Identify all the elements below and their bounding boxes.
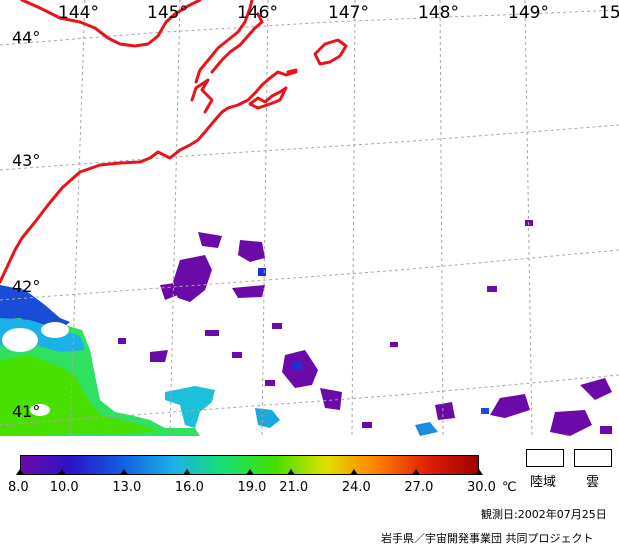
- lon-label-145: 145°: [147, 3, 188, 23]
- sst-patch-purple-13: [487, 286, 497, 292]
- colorbar-tick-label: 27.0: [404, 480, 434, 495]
- colorbar-unit: ℃: [502, 480, 517, 495]
- sst-patch-purple-5: [232, 285, 265, 298]
- colorbar-tick-mark: [16, 469, 24, 475]
- colorbar-tick-mark: [412, 469, 421, 475]
- sst-patch-purple-18: [118, 338, 126, 344]
- lon-line-148: [439, 0, 444, 436]
- sst-patch-purple-7: [490, 394, 530, 418]
- colorbar-tick-mark: [120, 469, 129, 475]
- sst-patch-blue-3: [258, 268, 266, 276]
- lat-line-42: [0, 249, 619, 301]
- sst-patch-center-cyan-2: [255, 408, 280, 428]
- coast-island-east: [313, 38, 348, 66]
- sst-patch-purple-16: [205, 330, 219, 336]
- sst-patch-purple-10: [435, 402, 455, 420]
- sst-patch-purple-22: [362, 422, 372, 428]
- lat-label-44: 44°: [12, 28, 41, 47]
- sst-patch-purple-9: [580, 378, 612, 400]
- credit-text: 岩手県／宇宙開発事業団 共同プロジェクト: [381, 532, 594, 545]
- sst-patch-purple-6: [320, 388, 342, 410]
- colorbar-tick-label: 10.0: [49, 480, 79, 495]
- sst-patch-purple-2: [238, 240, 265, 262]
- sst-patch-purple-12: [150, 350, 168, 362]
- cloud-hole-2: [41, 322, 69, 338]
- sst-patch-blue-2: [481, 408, 489, 414]
- colorbar-tick-label: 21.0: [279, 480, 309, 495]
- legend-cloud-swatch: [574, 449, 612, 467]
- sst-patch-purple-1: [172, 255, 212, 302]
- lat-line-43: [0, 124, 619, 171]
- lat-label-43: 43°: [12, 151, 41, 170]
- lat-line-41: [0, 374, 619, 426]
- colorbar-tick-mark: [349, 469, 358, 475]
- colorbar-tick-mark: [57, 469, 66, 475]
- legend-land-swatch: [526, 449, 564, 467]
- sst-patch-center-cyan-3: [415, 422, 438, 436]
- coast-islet: [286, 68, 298, 74]
- sst-patch-purple-11: [198, 232, 222, 248]
- colorbar-tick-label: 13.0: [112, 480, 142, 495]
- observation-date: 観測日:2002年07月25日: [481, 508, 607, 521]
- coast-shikotan: [248, 86, 288, 110]
- lon-line-144: [69, 0, 86, 436]
- lon-label-150: 15: [599, 3, 619, 23]
- legend-land-label: 陸域: [530, 475, 557, 490]
- lon-line-146: [261, 0, 269, 436]
- cloud-hole-1: [2, 328, 38, 352]
- coast-kunashiri: [190, 78, 214, 114]
- colorbar-tick-label: 30.0: [467, 480, 496, 495]
- lat-label-42: 42°: [12, 277, 41, 296]
- colorbar-tick-mark: [475, 469, 483, 475]
- coastline: [0, 0, 348, 284]
- legend-cloud-label: 雲: [586, 475, 600, 490]
- sst-map: [0, 0, 619, 436]
- colorbar-tick-mark: [287, 469, 296, 475]
- sst-patch-southwest-blue: [0, 285, 70, 330]
- lon-line-147: [351, 0, 356, 436]
- sst-patch-purple-21: [265, 380, 275, 386]
- lon-label-149: 149°: [508, 3, 549, 23]
- colorbar-tick-label: 16.0: [174, 480, 204, 495]
- lon-label-146: 146°: [237, 3, 278, 23]
- sst-patch-purple-19: [272, 323, 282, 329]
- colorbar-tick-label: 19.0: [237, 480, 267, 495]
- colorbar-tick-label: 8.0: [8, 480, 29, 495]
- sst-patch-center-cyan: [165, 386, 215, 428]
- coast-shiretoko: [20, 0, 202, 48]
- lon-label-147: 147°: [328, 3, 369, 23]
- coast-etorofu: [210, 12, 264, 74]
- lat-label-41: 41°: [12, 402, 41, 421]
- lon-label-144: 144°: [58, 3, 99, 23]
- lon-label-148: 148°: [418, 3, 459, 23]
- sst-patch-purple-8: [550, 410, 592, 436]
- sst-patch-purple-15: [600, 426, 612, 434]
- lon-line-149: [524, 0, 533, 436]
- coast-hokkaido: [0, 70, 298, 284]
- sst-patch-purple-17: [232, 352, 242, 358]
- colorbar-tick-mark: [182, 469, 191, 475]
- colorbar-tick-label: 24.0: [341, 480, 371, 495]
- colorbar-tick-mark: [245, 469, 254, 475]
- coast-shiretoko-ridge: [194, 0, 254, 84]
- sst-patch-purple-20: [390, 342, 398, 347]
- lon-line-145: [169, 0, 181, 436]
- cloud-hole-3: [30, 404, 50, 416]
- sst-patch-blue-1: [292, 362, 302, 370]
